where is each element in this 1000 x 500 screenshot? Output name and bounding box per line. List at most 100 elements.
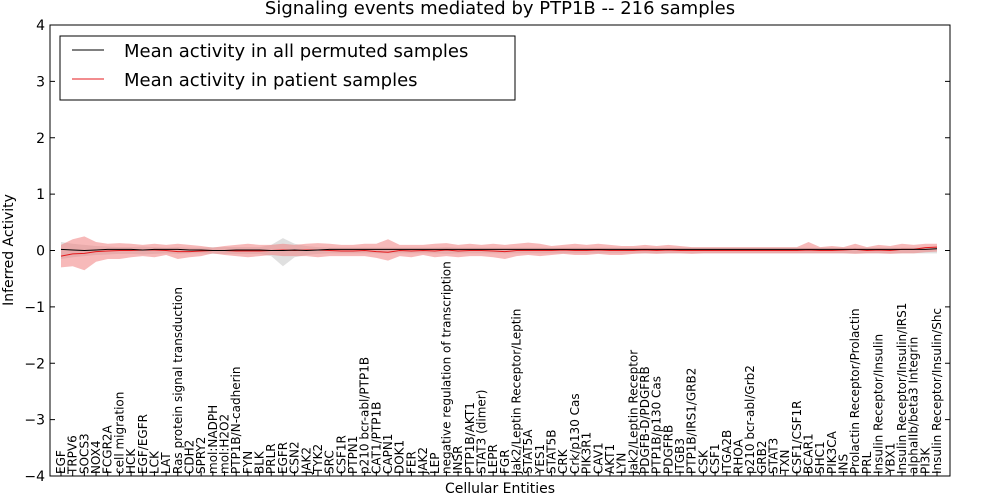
plot-frame [49, 24, 951, 477]
x-category-label: PTP1B/IRS1/GRB2 [685, 368, 699, 474]
x-category-label: CSK [696, 449, 710, 474]
x-category-label: EGF/EGFR [136, 414, 150, 474]
x-category-label: mol:NADPH [206, 405, 220, 474]
band-patient [61, 236, 937, 271]
y-tick-label: 1 [36, 187, 45, 203]
x-category-label: mol:H2O2 [218, 414, 232, 474]
x-category-label: BCAR1 [802, 433, 816, 474]
x-category-label: CAT1/PTP1B [369, 402, 383, 474]
x-category-label: SOCS3 [77, 433, 91, 474]
x-category-label: FYN [241, 451, 255, 474]
x-category-label: TYK2 [311, 444, 325, 475]
x-category-label: PDGFB-D/PDGFRB [638, 366, 652, 474]
x-category-label: Insulin Receptor/Insulin/IRS1 [895, 303, 909, 474]
x-category-label: INSR [451, 446, 465, 474]
x-category-label: STAT3 (dimer) [474, 390, 488, 474]
x-category-label: FCGR2A [101, 424, 115, 474]
x-category-label: FER [404, 451, 418, 474]
x-category-label: cell migration [112, 392, 126, 474]
x-category-label: ITGA2B [720, 430, 734, 474]
y-tick-label: −3 [24, 413, 45, 429]
x-category-label: TXN [778, 449, 792, 475]
x-category-label: p210 bcr-abl/Grb2 [743, 365, 757, 474]
confidence-bands [61, 236, 937, 271]
x-category-label: Prolactin Receptor/Prolactin [848, 308, 862, 474]
y-tick-label: −4 [24, 469, 45, 485]
x-category-label: HCK [124, 448, 138, 474]
x-category-label: JAK2 [416, 447, 430, 475]
x-category-label: Jak2/Leptin Receptor [626, 350, 640, 475]
x-category-label: CSF1 [708, 443, 722, 474]
x-category-label: alphaIIb/beta3 Integrin [907, 337, 921, 474]
legend-label-patient: Mean activity in patient samples [124, 70, 418, 91]
x-category-label: CRK [556, 448, 570, 474]
legend: Mean activity in all permuted samples Me… [59, 35, 516, 101]
x-category-label: TRPV6 [66, 435, 80, 475]
x-category-label: YES1 [533, 444, 547, 475]
y-tick-label: 4 [36, 18, 45, 34]
x-category-label: PI3K [918, 447, 932, 474]
x-category-label: LEPR [486, 444, 500, 474]
x-category-label: Ras protein signal transduction [171, 287, 185, 474]
x-category-label: GRB2 [755, 440, 769, 474]
x-category-label: CAV1 [591, 442, 605, 474]
series-line-permuted [60, 248, 938, 252]
y-tick-label: 3 [36, 74, 45, 90]
series-line-patient [60, 246, 938, 257]
x-category-label: JAK2 [299, 447, 313, 475]
x-category-label: PTPN1 [346, 436, 360, 474]
series-lines [60, 246, 938, 257]
legend-label-permuted: Mean activity in all permuted samples [124, 41, 468, 62]
x-category-label: EGF [54, 450, 68, 474]
x-category-label: EGFR [276, 442, 290, 474]
x-category-label: CAPN1 [381, 434, 395, 474]
x-category-label: STAT5B [545, 430, 559, 475]
x-category-label: PRLR [264, 443, 278, 474]
x-category-label: PRL [860, 451, 874, 474]
x-category-label: LAT [159, 452, 173, 474]
y-axis-ticks: −4 −3 −2 −1 0 1 2 3 4 [24, 18, 950, 485]
x-category-label: SRC [323, 450, 337, 474]
chart-title: Signaling events mediated by PTP1B -- 21… [265, 0, 735, 19]
x-category-label: PTP1B/AKT1 [463, 402, 477, 474]
x-category-label: SHC1 [813, 441, 827, 474]
x-category-label: CDH2 [182, 440, 196, 474]
x-category-label: LEP [428, 452, 442, 474]
x-category-label: CSF1R [334, 435, 348, 474]
y-axis-label: Inferred Activity [1, 194, 17, 306]
x-category-label: PIK3R1 [580, 432, 594, 474]
x-category-label: Jak2/Leptin Receptor/Leptin [510, 309, 524, 475]
x-category-label: LCK [147, 450, 161, 474]
y-tick-label: −1 [24, 300, 45, 316]
x-category-label: PTP1B/p130 Cas [650, 376, 664, 474]
y-tick-label: −2 [24, 356, 45, 372]
x-category-label: STAT5A [521, 429, 535, 474]
x-category-label: Insulin Receptor/Insulin/Shc [930, 308, 944, 474]
x-category-label: PTP1B/N-cadherin [229, 367, 243, 474]
x-axis-label: Cellular Entities [445, 481, 555, 497]
x-category-label: INS [837, 454, 851, 474]
x-category-label: PDGFRB [661, 425, 675, 474]
x-category-label: STAT3 [766, 438, 780, 474]
x-category-label: CSN2 [288, 441, 302, 474]
x-category-label: Crk/p130 Cas [568, 393, 582, 474]
x-category-label: p210 bcr-abl/PTP1B [358, 357, 372, 474]
x-category-label: LYN [615, 453, 629, 474]
y-tick-label: 0 [36, 244, 45, 260]
x-category-label: Insulin Receptor/Insulin [872, 334, 886, 474]
x-category-label: ITGB3 [673, 438, 687, 474]
legend-box [59, 35, 516, 101]
x-category-label: NOX4 [89, 440, 103, 474]
x-category-label: CSF1/CSF1R [790, 401, 804, 474]
x-category-label: negative regulation of transcription [439, 261, 453, 474]
x-category-label: DOK1 [393, 440, 407, 474]
x-category-label: YBX1 [883, 443, 897, 475]
x-category-label: SPRY2 [194, 437, 208, 474]
x-category-label: RHOA [731, 438, 745, 474]
x-category-label: PIK3CA [825, 430, 839, 474]
x-category-label: BLK [253, 450, 267, 474]
x-category-label: AKT1 [603, 444, 617, 474]
x-category-label: FGR [498, 449, 512, 474]
